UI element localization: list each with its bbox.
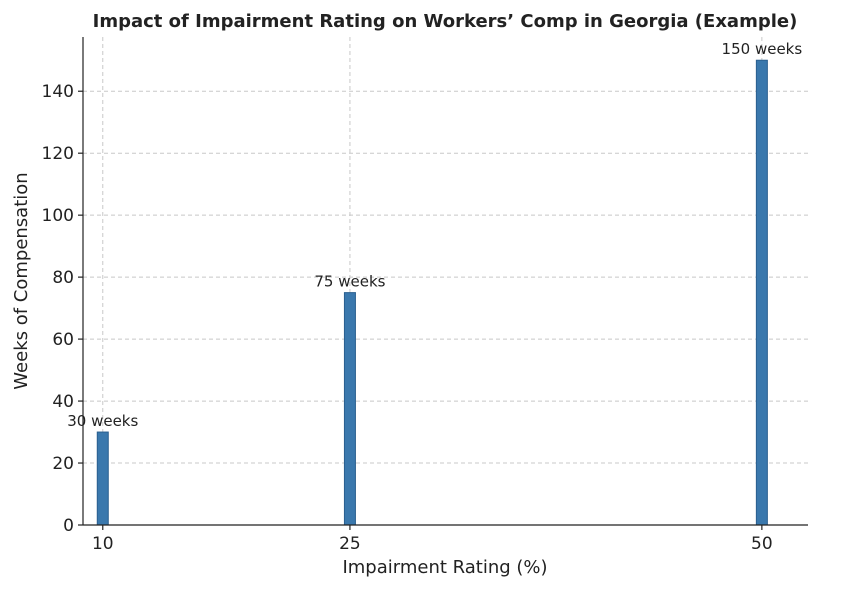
x-tick-label: 25 xyxy=(339,534,361,554)
x-axis-label: Impairment Rating (%) xyxy=(342,557,547,578)
x-tick-label: 50 xyxy=(751,534,773,554)
data-label: 30 weeks xyxy=(67,412,138,430)
bars xyxy=(96,59,768,526)
y-axis-label: Weeks of Compensation xyxy=(11,172,32,389)
chart-title: Impact of Impairment Rating on Workers’ … xyxy=(93,11,798,32)
y-tick-label: 60 xyxy=(52,330,74,350)
y-tick-label: 140 xyxy=(42,82,74,102)
x-ticks: 10 25 50 xyxy=(92,525,773,554)
y-tick-label: 120 xyxy=(42,144,74,164)
bar xyxy=(343,292,356,526)
y-tick-label: 80 xyxy=(52,268,74,288)
data-label: 150 weeks xyxy=(722,40,803,58)
x-tick-label: 10 xyxy=(92,534,114,554)
bar xyxy=(96,431,109,526)
data-labels: 30 weeks 75 weeks 150 weeks xyxy=(67,40,802,430)
y-ticks: 0 20 40 60 80 100 120 140 xyxy=(42,82,83,536)
y-tick-label: 100 xyxy=(42,206,74,226)
y-tick-label: 40 xyxy=(52,392,74,412)
grid xyxy=(83,37,808,525)
y-tick-label: 20 xyxy=(52,454,74,474)
data-label: 75 weeks xyxy=(314,273,385,291)
bar xyxy=(755,59,768,526)
y-tick-label: 0 xyxy=(63,516,74,536)
